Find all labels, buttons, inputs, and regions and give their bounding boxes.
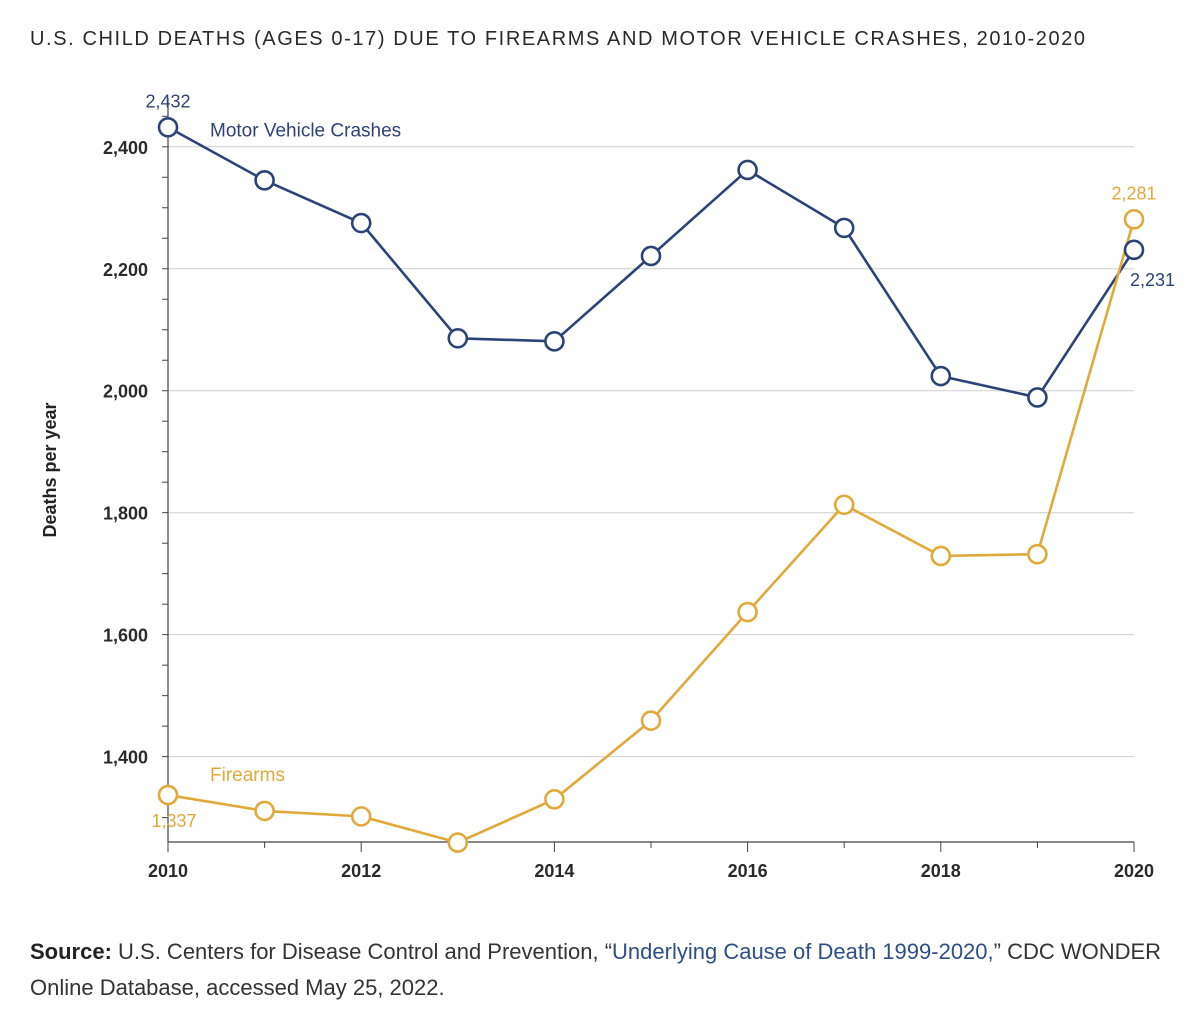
data-point-firearms [1123,209,1145,230]
series-label-motor-vehicle: Motor Vehicle Crashes [210,120,401,141]
source-note: Source: U.S. Centers for Disease Control… [30,934,1180,1006]
data-point-motor-vehicle [1123,239,1145,261]
data-point-motor-vehicle [544,331,565,352]
data-point-motor-vehicle [447,327,469,349]
data-points [157,116,1145,853]
x-tick-label: 2012 [341,861,381,881]
data-point-motor-vehicle [254,170,275,191]
gridlines [168,146,1134,758]
source-link[interactable]: Underlying Cause of Death 1999-2020, [612,939,994,964]
x-tick-label: 2014 [534,861,574,881]
x-tick-label: 2016 [728,861,768,881]
data-point-motor-vehicle [833,217,855,239]
data-point-firearms [1027,543,1048,565]
series-label-firearms: Firearms [210,765,285,786]
axes: 1,400 1,600 1,800 2,000 2,200 2,400 2010 2012 20… [40,98,1154,881]
data-point-firearms [930,545,952,567]
data-point-motor-vehicle [930,365,952,387]
series-lines [167,126,1136,844]
y-tick-label: 2,400 [103,138,148,158]
y-tick-label: 2,200 [103,260,148,280]
data-point-motor-vehicle [157,116,179,138]
data-label-firearms-end: 2,281 [1111,183,1156,203]
y-axis-label: Deaths per year [40,402,60,537]
line-chart: 1,400 1,600 1,800 2,000 2,200 2,400 2010 2012 20… [40,91,1175,881]
source-text-before: U.S. Centers for Disease Control and Pre… [111,939,613,964]
y-tick-label: 2,000 [103,382,148,402]
data-point-firearms [640,710,662,731]
data-label-firearms-start: 1,337 [151,811,196,831]
data-label-motor-vehicle-start: 2,432 [145,91,190,111]
x-tick-label: 2018 [921,861,961,881]
source-text-after: ” CDC WONDER Online Database, accessed M… [30,939,1162,1000]
x-tick-label: 2020 [1114,861,1154,881]
data-point-motor-vehicle [350,212,372,234]
chart-labels: Motor Vehicle Crashes Firearms 2,432 2,231 1… [145,91,1175,831]
data-point-firearms [737,601,758,623]
chart-title: U.S. CHILD DEATHS (AGES 0-17) DUE TO FIR… [30,28,1087,50]
data-point-motor-vehicle [1027,387,1048,408]
data-point-firearms [544,789,565,810]
data-point-motor-vehicle [737,159,758,181]
y-tick-label: 1,600 [103,626,148,646]
data-label-motor-vehicle-end: 2,231 [1130,270,1175,290]
y-tick-label: 1,400 [103,748,148,768]
data-point-firearms [350,806,372,827]
data-point-firearms [447,832,469,853]
source-prefix: Source: [30,939,112,964]
x-tick-label: 2010 [148,861,188,881]
data-point-motor-vehicle [640,245,662,267]
data-point-firearms [157,784,179,806]
y-tick-label: 1,800 [103,504,148,524]
series-line-firearms [167,218,1136,844]
data-point-firearms [254,800,275,822]
data-point-firearms [833,494,855,516]
